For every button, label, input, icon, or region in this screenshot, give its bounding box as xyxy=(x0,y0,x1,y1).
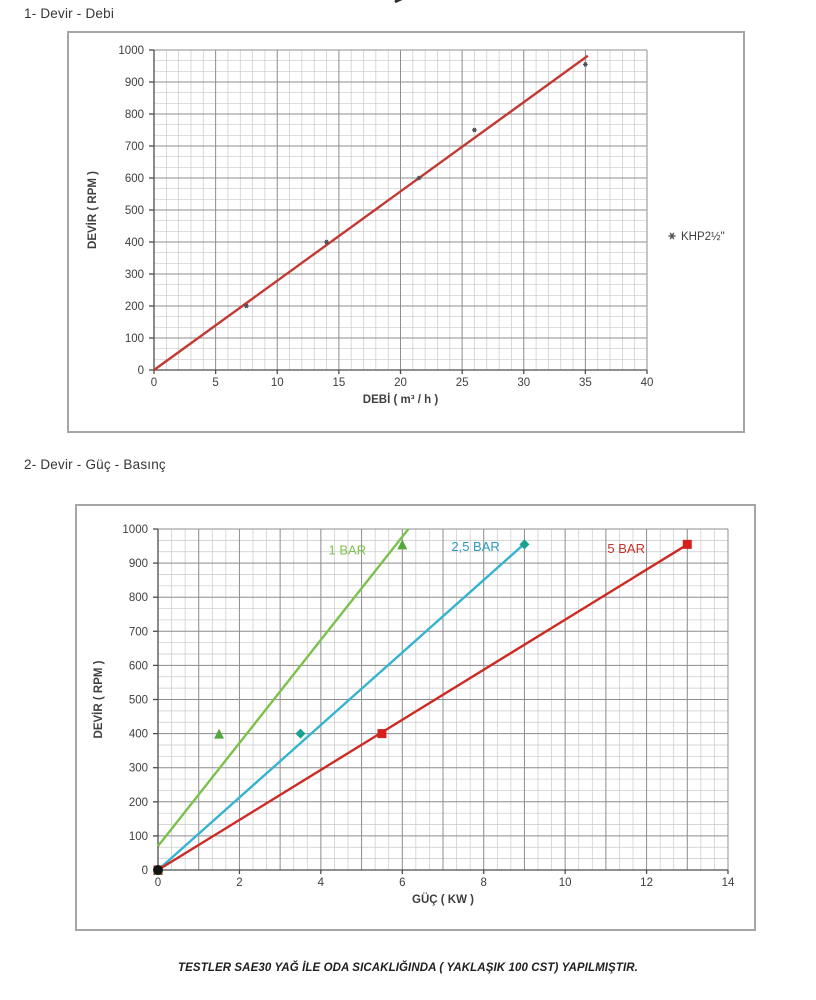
y-tick-label: 600 xyxy=(129,660,148,672)
y-tick-label: 0 xyxy=(138,365,144,377)
x-axis-title: DEBİ ( m³ / h ) xyxy=(363,393,439,406)
devir-debi-chart-frame: 0 5 10 15 20 25 30 35 40 0 100 200 300 400 500 600 700 80… xyxy=(67,31,745,433)
tick-labels: 0 5 10 15 20 25 30 35 40010020030040050060070080… xyxy=(118,45,653,389)
legend-label: KHP2½" xyxy=(681,231,725,243)
y-tick-label: 200 xyxy=(125,301,144,313)
series-label: 5 BAR xyxy=(607,541,645,556)
devir-guc-basinc-chart-frame: 0 2 4 6 8 10 12 14 0 100 200 300 400 500 600 700 800 900 1… xyxy=(75,504,756,931)
x-tick-label: 35 xyxy=(579,377,592,389)
x-tick-label: 6 xyxy=(399,877,405,889)
triangle-marker xyxy=(397,539,408,550)
y-tick-label: 1000 xyxy=(118,45,144,57)
y-tick-label: 900 xyxy=(125,77,144,89)
x-tick-label: 0 xyxy=(155,877,161,889)
y-tick-label: 800 xyxy=(129,592,148,604)
y-tick-label: 500 xyxy=(129,695,148,707)
x-tick-label: 8 xyxy=(481,877,487,889)
star-marker xyxy=(472,127,477,133)
series-5-bar: 5 BAR xyxy=(153,539,692,875)
series-1-bar: 1 BAR xyxy=(153,528,410,875)
devir-debi-chart: 0 5 10 15 20 25 30 35 40010020030040050060070080… xyxy=(86,45,725,406)
square-marker xyxy=(682,539,692,549)
footer-test-note: TESTLER SAE30 YAĞ İLE ODA SICAKLIĞINDA (… xyxy=(178,962,638,974)
x-tick-label: 20 xyxy=(394,377,407,389)
y-tick-label: 700 xyxy=(129,626,148,638)
series-label: 1 BAR xyxy=(329,543,367,558)
y-tick-label: 200 xyxy=(129,797,148,809)
star-marker xyxy=(668,232,676,240)
x-tick-label: 10 xyxy=(271,377,284,389)
triangle-marker xyxy=(214,728,225,739)
series-label: 2,5 BAR xyxy=(451,539,499,554)
y-axis-title: DEVİR ( RPM ) xyxy=(86,171,99,249)
section-title-devir-debi: 1- Devir - Debi xyxy=(24,6,115,21)
y-tick-label: 300 xyxy=(129,763,148,775)
y-tick-label: 0 xyxy=(142,865,148,877)
devir-guc-basinc-chart: 0 2 4 6 8 10 12 14 0 100 200 300 400 500 600 700 800 900 1… xyxy=(92,524,735,906)
diamond-marker xyxy=(519,539,530,550)
x-tick-label: 4 xyxy=(318,877,325,889)
y-tick-label: 700 xyxy=(125,141,144,153)
x-tick-label: 10 xyxy=(559,877,572,889)
axes xyxy=(149,49,648,374)
y-tick-label: 400 xyxy=(129,729,148,741)
y-tick-label: 100 xyxy=(129,831,148,843)
grid-major xyxy=(157,528,729,871)
x-tick-label: 25 xyxy=(456,377,469,389)
star-marker xyxy=(416,175,422,181)
y-tick-label: 1000 xyxy=(122,524,148,536)
tick-labels: 0 2 4 6 8 10 12 14 0 100 200 300 400 500 600 700 800 900 1… xyxy=(122,524,735,889)
legend: KHP2½" xyxy=(668,231,725,243)
trendline xyxy=(157,542,690,872)
square-marker xyxy=(377,729,387,739)
x-tick-label: 5 xyxy=(212,377,218,389)
cropped-text-fragment xyxy=(393,0,405,5)
x-tick-label: 15 xyxy=(332,377,345,389)
x-tick-label: 30 xyxy=(517,377,530,389)
trendline xyxy=(157,541,528,871)
x-tick-label: 40 xyxy=(641,377,654,389)
axes xyxy=(153,528,729,874)
series-khp2- xyxy=(153,54,589,371)
x-tick-label: 2 xyxy=(236,877,242,889)
trendline xyxy=(153,54,589,371)
x-axis-title: GÜÇ ( KW ) xyxy=(412,893,474,906)
y-tick-label: 600 xyxy=(125,173,144,185)
origin-cluster-marker xyxy=(153,865,163,875)
y-tick-label: 400 xyxy=(125,237,144,249)
trendline xyxy=(157,528,410,847)
x-tick-label: 0 xyxy=(151,377,157,389)
x-tick-label: 12 xyxy=(640,877,653,889)
y-tick-label: 300 xyxy=(125,269,144,281)
star-marker xyxy=(324,239,329,245)
y-tick-label: 900 xyxy=(129,558,148,570)
y-axis-title: DEVİR ( RPM ) xyxy=(92,660,105,738)
diamond-marker xyxy=(295,728,306,739)
star-marker xyxy=(244,303,249,309)
y-tick-label: 500 xyxy=(125,205,144,217)
star-marker xyxy=(582,61,588,67)
y-tick-label: 100 xyxy=(125,333,144,345)
y-tick-label: 800 xyxy=(125,109,144,121)
section-title-devir-guc-basinc: 2- Devir - Güç - Basınç xyxy=(24,457,166,472)
x-tick-label: 14 xyxy=(722,877,735,889)
